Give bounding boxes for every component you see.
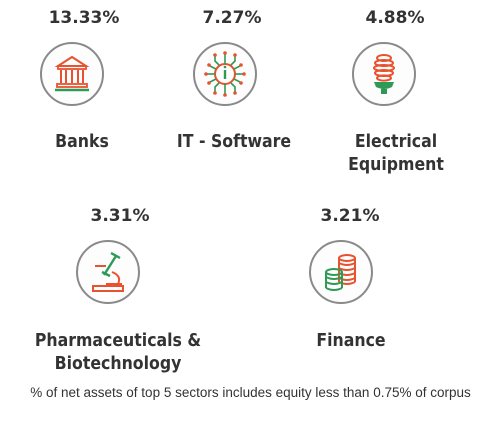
microscope-icon	[76, 240, 140, 304]
lightbulb-icon	[352, 42, 416, 106]
sector-name-banks: Banks	[55, 131, 109, 154]
percent-label-pharmaceuticals-biotechnology: 3.31%	[90, 206, 150, 226]
percent-label-electrical-equipment: 4.88%	[365, 8, 425, 28]
sector-name-line: Pharmaceuticals &	[34, 331, 202, 351]
sector-name-finance: Finance	[316, 330, 385, 353]
chip-icon	[193, 42, 257, 106]
sector-name-line: IT - Software	[176, 132, 292, 152]
sector-name-pharmaceuticals-biotechnology: Pharmaceuticals & Biotechnology	[35, 330, 201, 376]
sector-name-it-software: IT - Software	[177, 131, 291, 154]
percent-label-banks: 13.33%	[48, 8, 120, 28]
sector-name-line: Biotechnology	[54, 354, 182, 374]
percent-label-finance: 3.21%	[320, 206, 380, 226]
sector-name-line: Electrical	[354, 132, 438, 152]
coins-icon	[309, 240, 373, 304]
sector-name-line: Equipment	[348, 155, 444, 175]
footnote: % of net assets of top 5 sectors include…	[30, 385, 471, 400]
sector-name-line: Finance	[316, 331, 386, 351]
bank-icon	[40, 42, 104, 106]
sector-name-electrical-equipment: Electrical Equipment	[348, 131, 444, 177]
sector-name-line: Banks	[55, 132, 109, 152]
percent-label-it-software: 7.27%	[202, 8, 262, 28]
